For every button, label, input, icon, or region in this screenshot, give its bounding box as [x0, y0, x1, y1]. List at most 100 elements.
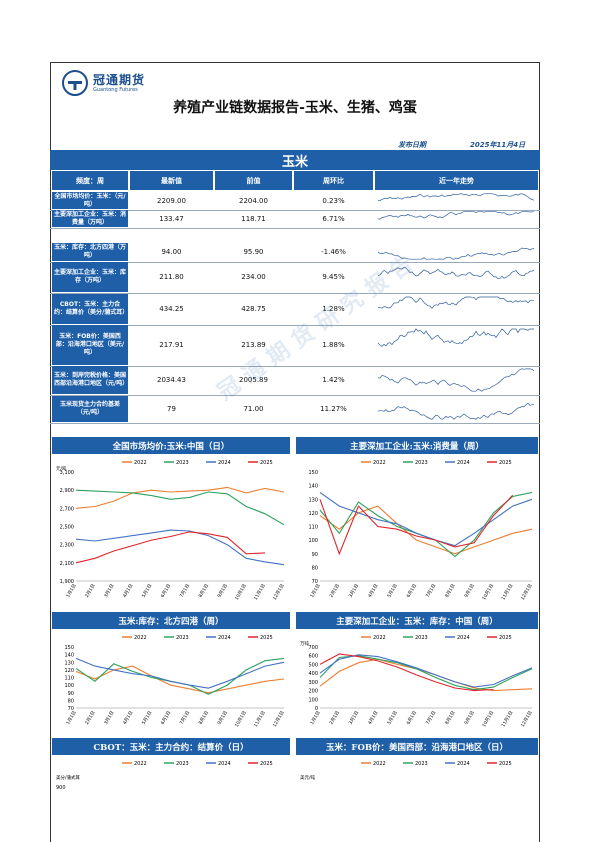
tick-label: 4月1日 — [367, 710, 380, 726]
table-cell-latest: 217.91 — [159, 341, 184, 349]
report-title: 养殖产业链数据报告-玉米、生猪、鸡蛋 — [173, 100, 417, 116]
table-cell-prev: 213.89 — [241, 341, 266, 349]
tick-label: 11月1日 — [500, 710, 514, 728]
section-title: 玉米 — [50, 150, 540, 170]
sparkline — [377, 296, 535, 309]
table-cell-latest: 211.80 — [159, 273, 184, 281]
tick-label: 100 — [64, 683, 74, 689]
sparkline — [378, 368, 535, 392]
legend-label: 2022 — [134, 460, 147, 466]
tick-label: 8月1日 — [198, 583, 211, 599]
legend-label: 2024 — [218, 635, 231, 641]
sparkline-series — [378, 368, 535, 392]
series-line-2025 — [319, 494, 514, 556]
legend-label: 2023 — [176, 761, 189, 767]
tick-label: 120 — [308, 511, 318, 517]
tick-label: 5月1日 — [386, 710, 399, 726]
legend-label: 2023 — [176, 460, 189, 466]
series-line-2023 — [319, 655, 533, 691]
line-chart: 2022 2023 2024 2025 美分/蒲式耳 900 — [56, 761, 273, 791]
legend-label: 2023 — [415, 761, 428, 767]
tick-label: 140 — [308, 484, 318, 490]
table-cell-latest: 2209.00 — [157, 196, 186, 205]
series-line-2024 — [75, 529, 285, 566]
tick-label: 110 — [64, 676, 74, 682]
chart-title: 主要深加工企业：玉米：库存：中国（周） — [296, 612, 538, 629]
table-cell-latest: 2034.43 — [157, 376, 186, 384]
row-divider — [50, 395, 540, 396]
line-chart: 2022 2023 2024 2025150140130120110100908070… — [64, 635, 286, 728]
table-cell-wow: 9.45% — [322, 273, 345, 281]
tick-label: 300 — [308, 680, 318, 686]
table-header-4: 近一年走势 — [375, 171, 538, 190]
series-line-2024 — [75, 657, 285, 689]
sparkline — [377, 247, 535, 260]
legend-label: 2023 — [415, 460, 428, 466]
tick-label: 12月1日 — [272, 710, 286, 728]
series-line-2023 — [319, 491, 533, 558]
table-row-label: 主要深加工企业：玉米：库存（万吨） — [52, 262, 128, 292]
tick-label: 120 — [64, 668, 74, 674]
sparkline — [377, 193, 535, 202]
tick-label: 4月1日 — [367, 583, 380, 599]
line-chart: 2022 2023 2024 2025 美元/吨 — [300, 761, 512, 781]
company-name-en: Guantong Futures — [93, 86, 138, 93]
row-divider — [50, 325, 540, 326]
tick-label: 10月1日 — [481, 710, 495, 728]
sparkline-series — [377, 193, 535, 202]
tick-label: 10月1日 — [481, 583, 495, 601]
tick-label: 12月1日 — [272, 583, 286, 601]
legend-label: 2023 — [176, 635, 189, 641]
tick-label: 5月1日 — [386, 583, 399, 599]
series-line-2022 — [75, 665, 285, 694]
row-divider — [50, 228, 540, 229]
tick-label: 4月1日 — [122, 710, 135, 726]
tick-label: 400 — [308, 671, 318, 677]
table-cell-prev: 95.90 — [243, 248, 264, 256]
table-cell-wow: 1.42% — [322, 376, 345, 384]
chart-title: CBOT：玉米：主力合约：结算价（日） — [52, 738, 290, 755]
tick-label: 70 — [312, 579, 318, 585]
row-divider — [50, 262, 540, 263]
table-row-label: 主要深加工企业：玉米：消费量（万吨） — [52, 210, 128, 227]
tick-label: 90 — [312, 552, 318, 558]
logo-icon — [62, 70, 88, 96]
tick-label: 130 — [64, 660, 74, 666]
tick-label: 11月1日 — [500, 583, 514, 601]
tick-label: 1月1日 — [309, 710, 322, 726]
legend-label: 2022 — [373, 460, 386, 466]
tick-label: 80 — [68, 698, 74, 704]
legend-label: 2024 — [218, 460, 231, 466]
tick-label: 150 — [64, 645, 74, 651]
line-chart: 2022 2023 2024 2025150140130120110100908070… — [308, 460, 534, 601]
table-cell-wow: 1.88% — [322, 341, 345, 349]
table-cell-prev: 428.75 — [241, 305, 266, 313]
table-header-1: 最新值 — [130, 171, 213, 190]
tick-label: 2月1日 — [328, 583, 341, 599]
tick-label: 1月1日 — [65, 583, 78, 599]
tick-label: 7月1日 — [179, 583, 192, 599]
chart-title: 主要深加工企业:玉米:消费量（周） — [296, 437, 538, 454]
row-divider — [50, 293, 540, 294]
tick-label: 2,900 — [60, 488, 74, 494]
legend-label: 2024 — [457, 635, 470, 641]
tick-label: 7月1日 — [179, 710, 192, 726]
tick-label: 2,100 — [60, 561, 74, 567]
tick-label: 100 — [308, 697, 318, 703]
tick-label: 4月1日 — [122, 583, 135, 599]
tick-label: 12月1日 — [520, 583, 534, 601]
tick-label: 5月1日 — [141, 710, 154, 726]
table-header-0: 频度：周 — [52, 171, 128, 190]
tick-label: 2月1日 — [84, 710, 97, 726]
axis-unit: 元/吨 — [56, 465, 67, 472]
series-line-2024 — [319, 654, 533, 688]
table-cell-wow: -1.46% — [321, 248, 346, 256]
axis-unit: 美元/吨 — [300, 774, 316, 781]
legend-label: 2024 — [218, 761, 231, 767]
sparkline — [377, 402, 535, 420]
tick-label: 7月1日 — [425, 710, 438, 726]
tick-label: 2月1日 — [84, 583, 97, 599]
axis-unit: 万吨 — [300, 640, 309, 647]
publish-date: 2025年11月4日 — [470, 141, 526, 149]
